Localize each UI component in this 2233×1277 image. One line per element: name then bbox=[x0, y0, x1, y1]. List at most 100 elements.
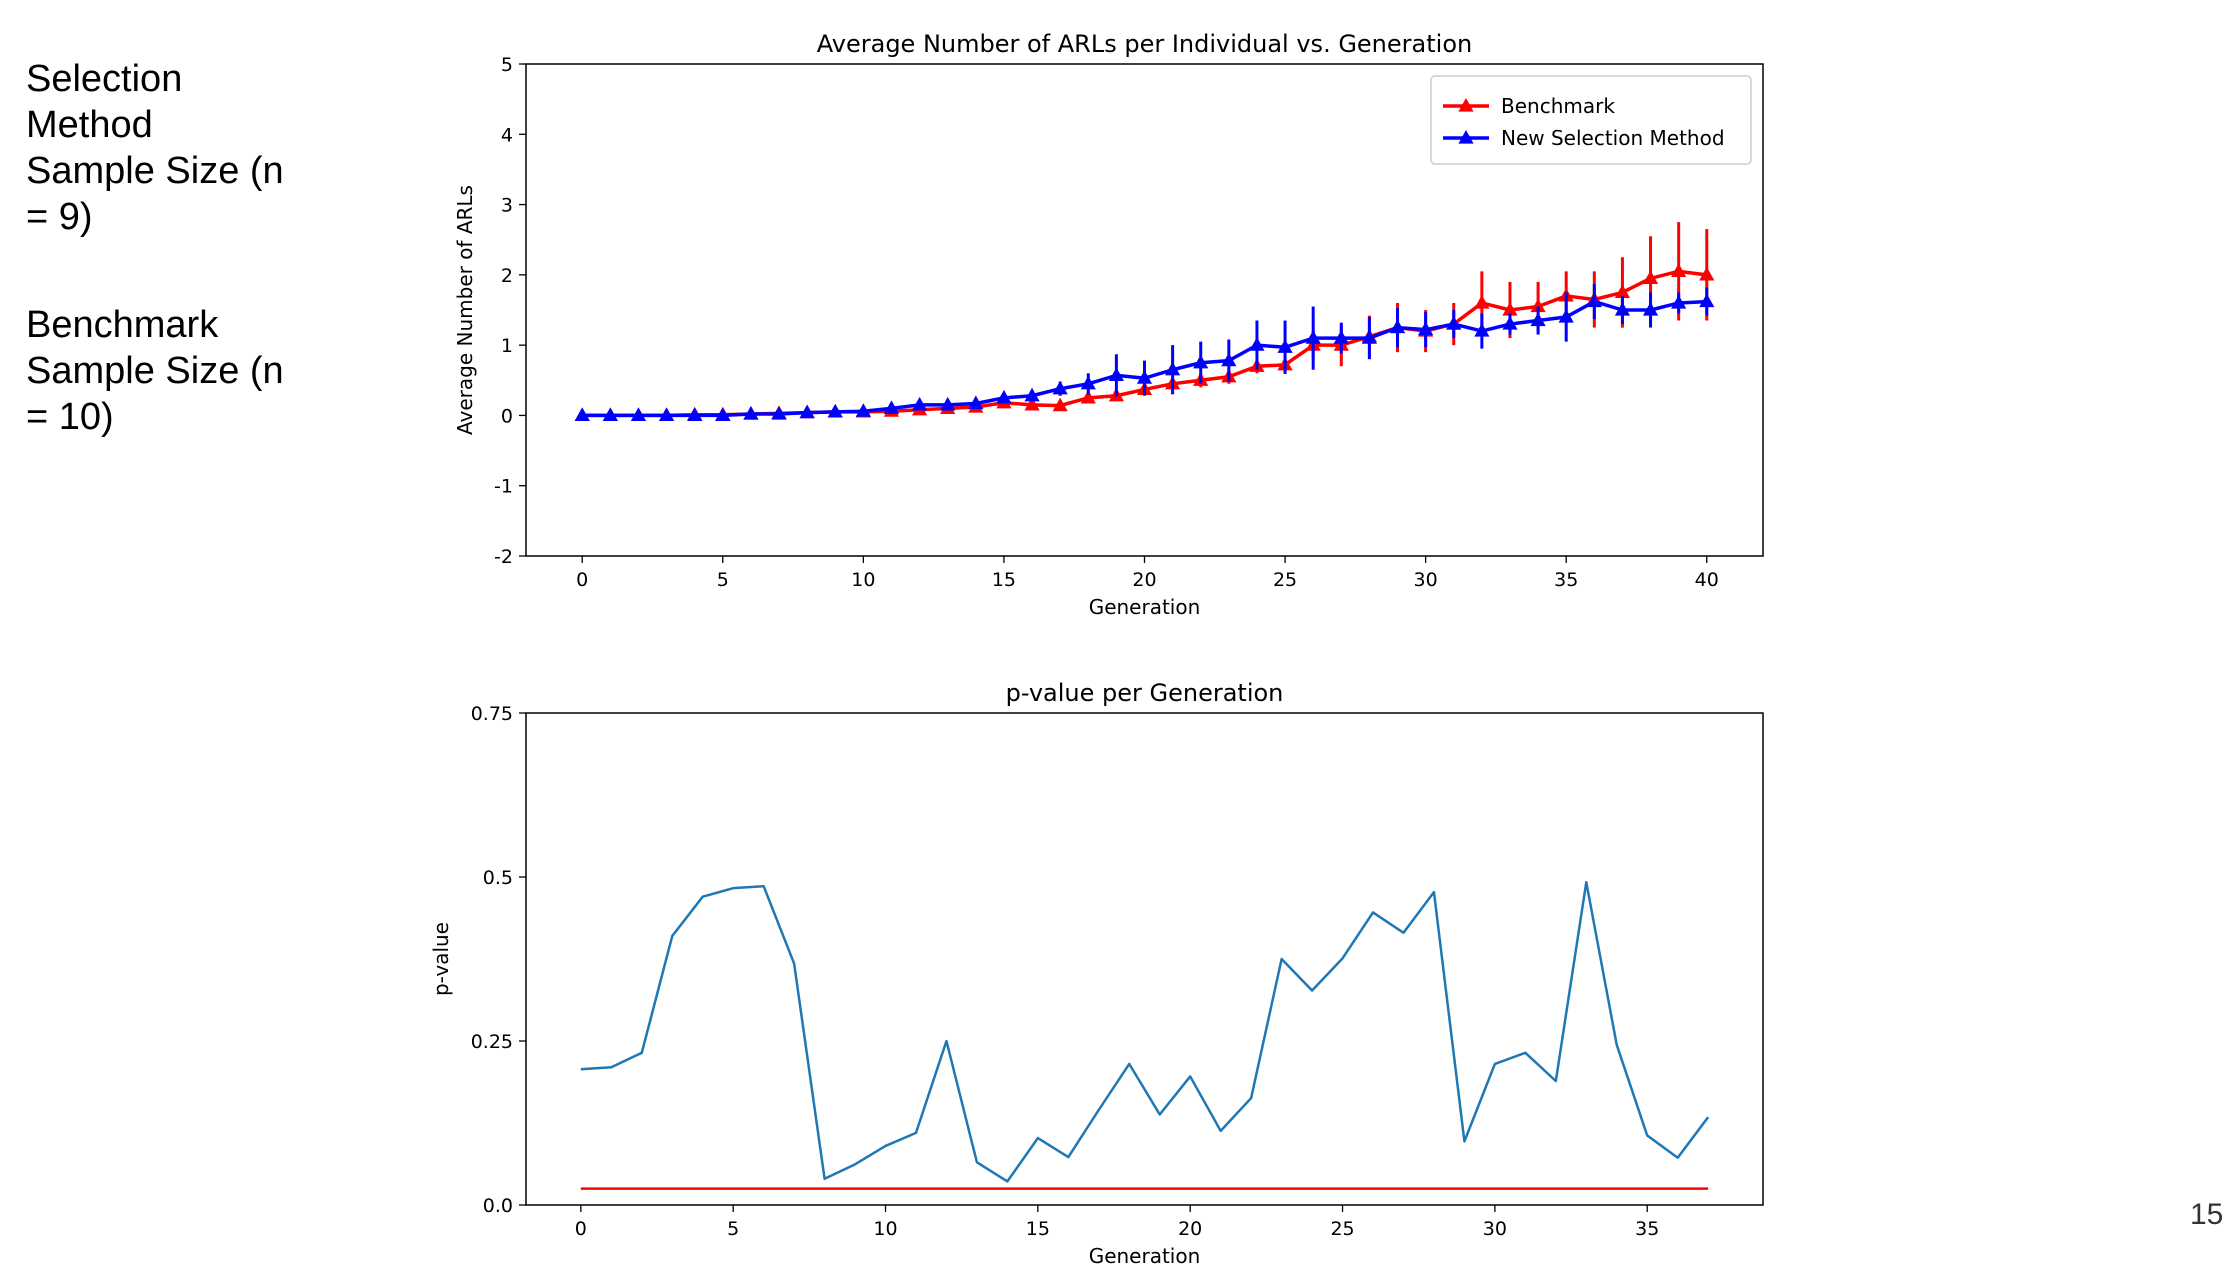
x-tick-label: 10 bbox=[851, 569, 875, 591]
selection-sample-size-text: Selection Method Sample Size (n = 9) bbox=[26, 58, 284, 238]
data-point bbox=[1586, 293, 1602, 308]
data-point bbox=[1699, 293, 1715, 308]
data-point bbox=[1389, 319, 1406, 334]
data-point bbox=[1221, 352, 1237, 367]
data-point bbox=[1052, 397, 1068, 412]
y-tick-label: -1 bbox=[494, 476, 513, 498]
data-point bbox=[1024, 387, 1040, 402]
data-point bbox=[1080, 375, 1096, 390]
data-point bbox=[630, 407, 647, 422]
chart-title: Average Number of ARLs per Individual vs… bbox=[817, 30, 1472, 58]
data-point bbox=[1474, 323, 1490, 337]
x-tick-label: 30 bbox=[1483, 1218, 1507, 1240]
y-tick-label: 3 bbox=[501, 195, 513, 217]
y-axis-label: Average Number of ARLs bbox=[453, 185, 477, 435]
legend-marker bbox=[1458, 130, 1474, 144]
y-tick-label: 0.0 bbox=[483, 1195, 513, 1217]
x-tick-label: 5 bbox=[717, 569, 729, 591]
data-point bbox=[1530, 312, 1546, 327]
data-point bbox=[1052, 380, 1068, 395]
data-point bbox=[1446, 316, 1462, 330]
x-axis-label: Generation bbox=[1089, 595, 1201, 619]
y-tick-label: 4 bbox=[501, 124, 513, 146]
data-point bbox=[1502, 316, 1518, 330]
data-point bbox=[1418, 321, 1434, 336]
data-point bbox=[574, 407, 590, 422]
data-point bbox=[1699, 266, 1715, 281]
data-point bbox=[1249, 337, 1265, 351]
data-point bbox=[1193, 354, 1209, 369]
legend-entry: Benchmark bbox=[1501, 94, 1615, 118]
y-tick-label: 0 bbox=[501, 405, 513, 427]
y-axis-label: p-value bbox=[429, 922, 453, 996]
y-tick-label: 0.5 bbox=[483, 867, 513, 889]
data-point bbox=[827, 403, 843, 418]
data-point bbox=[602, 407, 618, 422]
x-tick-label: 15 bbox=[992, 569, 1016, 591]
benchmark-sample-size-text: Benchmark Sample Size (n = 10) bbox=[26, 304, 284, 438]
data-point bbox=[1614, 302, 1631, 316]
data-point bbox=[940, 396, 956, 411]
x-tick-label: 40 bbox=[1695, 569, 1719, 591]
data-point bbox=[1305, 330, 1321, 344]
x-tick-label: 0 bbox=[576, 569, 588, 591]
series-new-selection-method bbox=[574, 283, 1715, 422]
data-point bbox=[996, 389, 1012, 404]
y-tick-label: 0.25 bbox=[471, 1031, 513, 1053]
x-tick-label: 20 bbox=[1132, 569, 1156, 591]
data-point bbox=[658, 407, 675, 422]
data-point bbox=[883, 400, 900, 414]
y-tick-label: 1 bbox=[501, 335, 513, 357]
data-point bbox=[1165, 361, 1181, 376]
data-point bbox=[1277, 339, 1293, 353]
x-tick-label: 10 bbox=[873, 1218, 897, 1240]
x-tick-label: 0 bbox=[575, 1218, 587, 1240]
data-point bbox=[968, 395, 984, 410]
data-point bbox=[1136, 370, 1153, 384]
plot-frame bbox=[525, 712, 1764, 1206]
legend-marker bbox=[1458, 98, 1474, 112]
data-point bbox=[1502, 302, 1518, 316]
page-number: 15 bbox=[2190, 1198, 2224, 1231]
data-point bbox=[1614, 284, 1631, 299]
data-point bbox=[687, 407, 703, 422]
x-tick-label: 5 bbox=[727, 1218, 739, 1240]
series-0 bbox=[580, 880, 1710, 1183]
x-tick-label: 30 bbox=[1414, 569, 1438, 591]
legend: Benchmark New Selection Method bbox=[1430, 75, 1752, 165]
data-point bbox=[1361, 330, 1378, 344]
data-point bbox=[911, 396, 928, 411]
x-tick-label: 35 bbox=[1635, 1218, 1659, 1240]
data-point bbox=[1642, 302, 1659, 316]
data-point bbox=[1108, 367, 1124, 381]
x-tick-label: 35 bbox=[1554, 569, 1578, 591]
y-tick-label: 0.75 bbox=[471, 703, 513, 725]
x-tick-label: 20 bbox=[1178, 1218, 1202, 1240]
legend-frame bbox=[1430, 75, 1752, 165]
data-point bbox=[715, 407, 731, 422]
data-point bbox=[1080, 389, 1096, 404]
data-point bbox=[1474, 294, 1490, 309]
data-point bbox=[1671, 263, 1687, 277]
data-point bbox=[771, 406, 787, 420]
data-point bbox=[1333, 330, 1349, 344]
y-tick-label: 5 bbox=[501, 54, 513, 76]
data-point bbox=[1530, 298, 1546, 313]
data-point bbox=[1558, 309, 1574, 323]
y-tick-label: -2 bbox=[494, 546, 513, 568]
data-point bbox=[855, 403, 871, 417]
y-tick-label: 2 bbox=[501, 265, 513, 287]
x-tick-label: 25 bbox=[1273, 569, 1297, 591]
x-tick-label: 15 bbox=[1026, 1218, 1050, 1240]
x-axis-label: Generation bbox=[1089, 1244, 1201, 1268]
data-point bbox=[1024, 396, 1040, 411]
series-line bbox=[580, 880, 1710, 1183]
legend-entry: New Selection Method bbox=[1501, 126, 1725, 150]
pvalue-chart: 0 5 10 15 20 25 30 35 0.0 0.25 0.5 0.75 p-value per … bbox=[429, 679, 1764, 1268]
data-point bbox=[1642, 270, 1659, 284]
arl-chart: 0 5 10 15 20 25 30 35 40 -2 -1 0 1 2 3 4 5 Average Number… bbox=[453, 30, 1764, 619]
data-point bbox=[743, 406, 759, 420]
chart-title: p-value per Generation bbox=[1006, 679, 1284, 707]
x-tick-label: 25 bbox=[1330, 1218, 1354, 1240]
